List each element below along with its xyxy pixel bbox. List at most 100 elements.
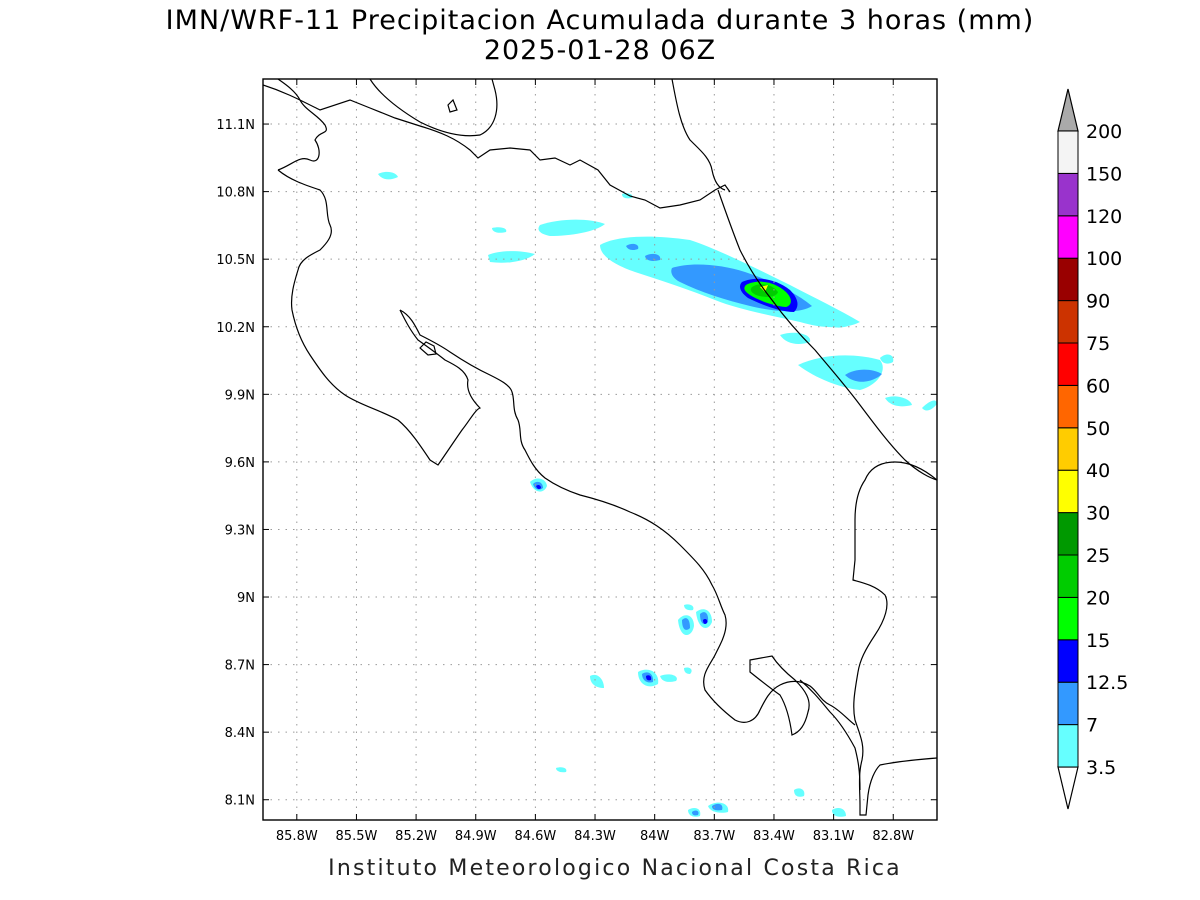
colorbar-label: 120 [1086,206,1122,228]
precip-area-light [880,354,894,364]
colorbar-swatch [1057,342,1079,386]
colorbar-label: 200 [1086,121,1122,143]
lon-tick-label: 85.8W [276,829,318,844]
precip-area-moderate [645,253,661,261]
osa-peninsula [749,655,810,736]
precip-area-light [820,316,849,328]
colorbar-label: 100 [1086,248,1122,270]
precip-area-light [556,767,567,773]
panama-pacific-coast [853,671,937,816]
colorbar-swatch [1057,130,1079,174]
lat-tick-label: 9N [237,591,255,606]
precip-area-light [538,219,605,236]
nicaragua-costa-rica-border [263,84,731,209]
pacific-coast-costa-rica [277,79,482,466]
caribbean-coast-costa-rica [717,189,937,481]
lon-tick-label: 83.4W [753,829,795,844]
precip-area-light [488,251,535,263]
colorbar-swatch [1057,384,1079,429]
island-lake [447,98,458,113]
colorbar-label: 7 [1086,715,1098,737]
precip-area-light [780,332,811,344]
colorbar-swatch [1057,639,1079,683]
colorbar-label: 40 [1086,460,1110,482]
precip-area-heavy [703,619,708,624]
colorbar-swatch [1057,257,1079,302]
map-title: IMN/WRF-11 Precipitacion Acumulada duran… [165,5,1035,36]
colorbar-swatch [1057,427,1079,471]
precip-area-light [684,604,694,611]
lat-tick-label: 8.4N [225,726,255,741]
colorbar-label: 150 [1086,163,1122,185]
coastlines [263,79,937,816]
colorbar-swatch [1057,512,1079,556]
lon-tick-label: 85.2W [395,829,437,844]
precip-area-light [660,674,677,682]
colorbar-label: 20 [1086,587,1110,609]
lat-tick-label: 8.1N [225,794,255,809]
colorbar-swatch [1057,469,1079,514]
lat-tick-label: 11.1N [216,118,255,133]
lon-tick-label: 84W [640,829,670,844]
nicaragua-caribbean-coast [671,79,726,191]
lat-tick-label: 9.9N [225,388,255,403]
colorbar-above-triangle [1057,88,1079,132]
colorbar-label: 50 [1086,418,1110,440]
colorbar-label: 12.5 [1086,672,1128,694]
precip-area-moderate [712,803,723,811]
lon-tick-label: 82.8W [872,829,914,844]
precip-area-light [832,808,846,817]
precip-area-light [794,788,805,797]
latitude-axis: 11.1N 10.8N 10.5N 10.2N 9.9N 9.6N 9.3N 9N 8.7N 8.… [216,118,937,809]
precip-area-heavy [536,484,541,490]
colorbar-swatch [1057,300,1079,344]
colorbar-swatch [1057,554,1079,598]
colorbar-label: 60 [1086,375,1110,397]
lat-tick-label: 10.8N [216,186,255,201]
precip-area-light [590,674,604,688]
precip-area-heavy [646,675,652,681]
precip-area-light [492,227,507,233]
colorbar-legend: 3.5 7 12.5 15 20 25 30 40 50 60 75 90 100 120 150 200 [1057,88,1128,810]
panama-border [852,461,937,673]
colorbar-swatch [1057,681,1079,726]
precip-area-light [622,193,633,199]
island-small [419,341,437,356]
colorbar-label: 90 [1086,291,1110,313]
lon-tick-label: 84.3W [574,829,616,844]
lon-tick-label: 85.5W [336,829,378,844]
precip-area-light [378,171,398,180]
lon-tick-label: 83.1W [813,829,855,844]
precip-area-moderate [845,369,882,382]
colorbar-label: 25 [1086,545,1110,567]
lon-tick-label: 84.6W [514,829,556,844]
colorbar-swatch [1057,215,1079,259]
colorbar-label: 3.5 [1086,757,1116,779]
precip-area-light [684,667,692,674]
lat-tick-label: 9.3N [225,523,255,538]
golfo-dulce-coast [799,679,861,791]
lat-tick-label: 8.7N [225,659,255,674]
colorbar-label: 15 [1086,630,1110,652]
colorbar-swatch [1057,172,1079,217]
lon-tick-label: 84.9W [455,829,497,844]
lon-tick-label: 83.7W [693,829,735,844]
colorbar-swatch [1057,596,1079,641]
precip-area-light [885,396,912,407]
lat-tick-label: 9.6N [225,456,255,471]
precipitation-field [378,171,937,817]
map-subtitle-date: 2025-01-28 06Z [483,35,717,66]
colorbar-label: 75 [1086,333,1110,355]
colorbar-swatch [1057,724,1079,768]
precip-area-light [626,243,639,250]
longitude-axis: 85.8W 85.5W 85.2W 84.9W 84.6W 84.3W 84W 83.7W 83… [276,79,914,844]
colorbar-below-triangle [1057,766,1079,810]
lat-tick-label: 10.2N [216,321,255,336]
gulf-of-nicoya [399,309,856,726]
lat-tick-label: 10.5N [216,253,255,268]
lake-nicaragua-shore [369,79,498,137]
precip-area-moderate [682,618,690,630]
footer-institution: Instituto Meteorologico Nacional Costa R… [328,856,902,881]
colorbar-label: 30 [1086,503,1110,525]
